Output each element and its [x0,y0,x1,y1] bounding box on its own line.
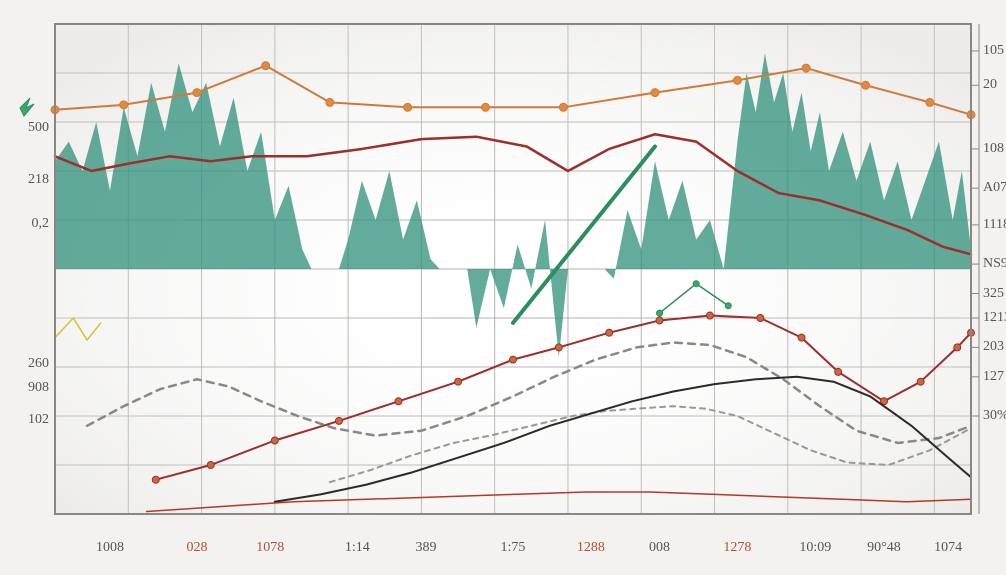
axis-label: 108 [983,141,1006,157]
axis-label: A07 [983,180,1006,196]
axis-label: 500 [9,120,49,136]
axis-label: 127 [983,369,1006,385]
axis-label: 90°48 [854,540,914,556]
axis-label: 102 [9,412,49,428]
axis-label: 218 [9,172,49,188]
axis-label: 20 [983,77,1006,93]
axis-label: 1078 [240,540,300,556]
axis-label: 389 [396,540,456,556]
axis-label: 1:75 [483,540,543,556]
axis-label: 1213 [983,310,1006,326]
financial-chart: { "canvas": { "w": 1006, "h": 575 }, "pl… [0,0,1006,575]
axis-label: 008 [630,540,690,556]
axis-label: NS93 [983,256,1006,272]
axis-label: 1:14 [327,540,387,556]
axis-label: 30% [983,408,1006,424]
axis-label: 105 [983,43,1006,59]
axis-label: 1118 [983,217,1006,233]
axis-label: 028 [167,540,227,556]
chart-svg [0,0,1006,575]
axis-label: 0,2 [9,216,49,232]
axis-label: 1074 [918,540,978,556]
axis-label: 1288 [561,540,621,556]
axis-label: 10:09 [785,540,845,556]
axis-label: 203 [983,339,1006,355]
axis-label: 1278 [707,540,767,556]
axis-label: 908 [9,380,49,396]
axis-label: 260 [9,356,49,372]
axis-label: 1008 [80,540,140,556]
axis-label: 325 [983,286,1006,302]
